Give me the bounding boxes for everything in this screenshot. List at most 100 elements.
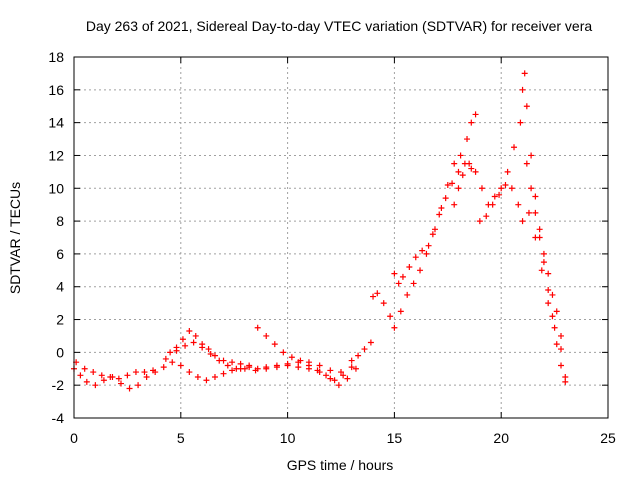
data-point bbox=[361, 346, 368, 353]
data-point bbox=[417, 267, 424, 274]
data-point bbox=[517, 119, 524, 126]
data-point bbox=[502, 181, 509, 188]
data-point bbox=[348, 364, 355, 371]
data-point bbox=[160, 364, 167, 371]
data-point bbox=[549, 291, 556, 298]
data-point bbox=[124, 372, 131, 379]
data-point bbox=[367, 339, 374, 346]
data-point bbox=[412, 254, 419, 261]
data-series bbox=[355, 160, 475, 359]
x-tick-label: 0 bbox=[70, 430, 78, 446]
plot-frame bbox=[73, 56, 609, 419]
data-point bbox=[169, 359, 176, 366]
data-point bbox=[81, 365, 88, 372]
data-series bbox=[73, 339, 355, 382]
data-point bbox=[323, 372, 330, 379]
data-point bbox=[199, 341, 206, 348]
data-point bbox=[519, 218, 526, 225]
data-point bbox=[442, 195, 449, 202]
data-point bbox=[399, 273, 406, 280]
data-series bbox=[476, 181, 569, 380]
data-point bbox=[263, 365, 270, 372]
x-axis-label: GPS time / hours bbox=[287, 457, 394, 473]
data-point bbox=[288, 354, 295, 361]
data-point bbox=[92, 382, 99, 389]
y-tick-label: -2 bbox=[52, 377, 65, 393]
data-point bbox=[115, 375, 122, 382]
data-series bbox=[451, 70, 569, 385]
y-tick-label: 14 bbox=[48, 115, 64, 131]
data-point bbox=[314, 367, 321, 374]
data-point bbox=[404, 291, 411, 298]
data-point bbox=[194, 373, 201, 380]
data-points bbox=[71, 70, 569, 392]
data-point bbox=[451, 160, 458, 167]
data-point bbox=[297, 357, 304, 364]
y-tick-label: 0 bbox=[56, 344, 64, 360]
data-point bbox=[167, 349, 174, 356]
chart-title: Day 263 of 2021, Sidereal Day-to-day VTE… bbox=[86, 18, 592, 34]
x-tick-label: 25 bbox=[600, 430, 616, 446]
data-point bbox=[229, 367, 236, 374]
y-tick-label: -4 bbox=[52, 410, 65, 426]
y-tick-label: 2 bbox=[56, 312, 64, 328]
data-point bbox=[553, 308, 560, 315]
data-point bbox=[429, 231, 436, 238]
y-axis-label: SDTVAR / TECUs bbox=[7, 182, 23, 294]
data-point bbox=[135, 382, 142, 389]
data-point bbox=[523, 103, 530, 110]
data-point bbox=[438, 204, 445, 211]
data-point bbox=[211, 373, 218, 380]
data-point bbox=[284, 360, 291, 367]
data-point bbox=[532, 193, 539, 200]
data-point bbox=[271, 341, 278, 348]
data-point bbox=[340, 372, 347, 379]
data-point bbox=[562, 373, 569, 380]
data-point bbox=[327, 367, 334, 374]
data-point bbox=[229, 359, 236, 366]
y-tick-label: 4 bbox=[56, 279, 64, 295]
data-point bbox=[498, 185, 505, 192]
y-tick-label: 16 bbox=[48, 82, 64, 98]
data-point bbox=[355, 352, 362, 359]
data-series bbox=[523, 160, 565, 339]
data-point bbox=[468, 165, 475, 172]
data-series bbox=[71, 359, 359, 392]
data-point bbox=[391, 270, 398, 277]
data-point bbox=[370, 293, 377, 300]
data-point bbox=[478, 185, 485, 192]
data-point bbox=[186, 328, 193, 335]
data-point bbox=[444, 181, 451, 188]
data-point bbox=[316, 362, 323, 369]
data-point bbox=[536, 226, 543, 233]
data-point bbox=[449, 180, 456, 187]
x-tick-label: 10 bbox=[280, 430, 296, 446]
data-point bbox=[459, 172, 466, 179]
data-point bbox=[558, 346, 565, 353]
data-point bbox=[327, 375, 334, 382]
data-point bbox=[431, 226, 438, 233]
data-point bbox=[521, 70, 528, 77]
data-point bbox=[525, 209, 532, 216]
data-point bbox=[252, 367, 259, 374]
data-point bbox=[504, 168, 511, 175]
data-point bbox=[211, 352, 218, 359]
data-point bbox=[558, 332, 565, 339]
data-point bbox=[241, 365, 248, 372]
x-tick-label: 15 bbox=[387, 430, 403, 446]
data-point bbox=[549, 313, 556, 320]
data-point bbox=[410, 280, 417, 287]
data-point bbox=[491, 193, 498, 200]
data-point bbox=[536, 234, 543, 241]
data-point bbox=[150, 367, 157, 374]
data-point bbox=[391, 324, 398, 331]
data-point bbox=[263, 332, 270, 339]
data-point bbox=[472, 168, 479, 175]
data-point bbox=[220, 357, 227, 364]
data-point bbox=[186, 369, 193, 376]
data-point bbox=[90, 369, 97, 376]
grid bbox=[74, 57, 608, 418]
data-point bbox=[519, 86, 526, 93]
data-point bbox=[126, 385, 133, 392]
